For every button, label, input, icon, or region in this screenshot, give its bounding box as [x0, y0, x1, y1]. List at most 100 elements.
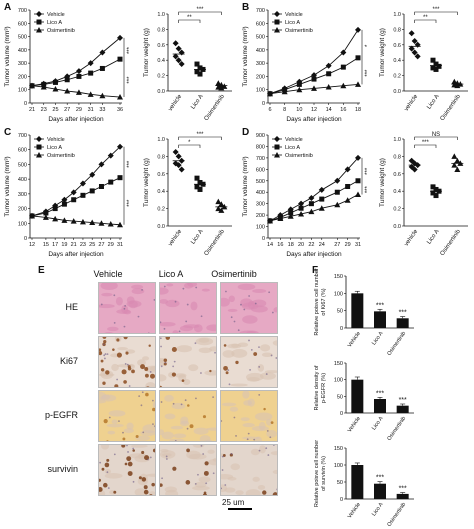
nucleus [107, 487, 110, 489]
nucleus [182, 287, 185, 290]
data-point [98, 184, 104, 189]
data-point [107, 221, 114, 227]
data-point [345, 184, 351, 189]
bar [396, 405, 409, 413]
data-point [52, 79, 58, 85]
nucleus [160, 321, 162, 324]
tissue-fiber [131, 445, 148, 448]
data-point [454, 82, 461, 89]
chart-a-tumor-weight: 0.0 0.2 0.4 0.6 0.8 1.0 Tumor weight (g) vehicl… [143, 7, 232, 122]
x-tick-label: 23 [41, 107, 47, 113]
nucleus [258, 393, 261, 396]
nucleus [122, 431, 124, 434]
data-point [298, 210, 305, 217]
data-point [178, 61, 185, 68]
tissue-fiber [169, 438, 185, 441]
sig-label: *** [376, 302, 384, 309]
stained-nucleus [103, 419, 108, 424]
data-point [411, 49, 418, 56]
nucleus [277, 391, 278, 393]
y-tick-label: 500 [256, 179, 265, 185]
stained-nucleus [152, 448, 155, 453]
tissue-fiber [242, 391, 250, 399]
y-tick-label: 1.0 [157, 137, 165, 143]
nucleus [116, 378, 119, 381]
stained-nucleus [223, 344, 227, 347]
nucleus [194, 483, 197, 485]
nucleus [141, 391, 144, 394]
tissue-fiber [221, 473, 234, 480]
data-point [80, 192, 86, 198]
data-point [433, 193, 439, 199]
x-axis-label: Days after injection [286, 251, 342, 258]
tissue-fiber [131, 284, 144, 290]
data-point [197, 186, 203, 192]
data-point [70, 218, 77, 224]
data-point [64, 88, 71, 94]
tissue-fiber [261, 352, 273, 357]
sig-label: *** [127, 160, 133, 168]
y-axis-label: Relative poisve cell number [314, 440, 320, 507]
nucleus [126, 363, 129, 366]
tissue-fiber [242, 423, 255, 428]
x-category-label: Vehicle [347, 331, 362, 349]
stained-nucleus [144, 373, 149, 378]
tissue-fiber [207, 458, 216, 466]
sig-label: * [365, 44, 371, 47]
data-point [40, 84, 47, 90]
series-line [269, 194, 359, 222]
x-tick-label: 20 [298, 242, 304, 248]
ihc-row-label-survivin: survivin [47, 464, 78, 474]
y-axis-label: Tumor weight (g) [379, 158, 386, 207]
stained-nucleus [171, 372, 177, 377]
nucleus [254, 302, 257, 305]
nucleus [197, 473, 199, 476]
nucleus [248, 295, 251, 297]
sig-label: *** [376, 475, 384, 482]
tissue-fiber [152, 401, 155, 409]
nucleus [248, 339, 250, 342]
bar [351, 293, 364, 328]
tissue-fiber [192, 485, 210, 491]
tissue-fiber [126, 422, 134, 430]
stained-nucleus [116, 352, 122, 358]
data-point [42, 214, 49, 220]
x-tick-label: 27 [98, 242, 104, 248]
sig-label: *** [365, 69, 371, 77]
nucleus [246, 438, 249, 441]
tissue-fiber [273, 307, 277, 313]
sig-bracket [178, 144, 201, 148]
stained-nucleus [171, 346, 177, 353]
y-tick-label: 0.4 [157, 58, 165, 64]
tissue-fiber [145, 381, 155, 387]
data-point [436, 63, 442, 69]
nucleus [164, 361, 167, 364]
x-category-label: Vehicle [347, 416, 362, 434]
panel-label-f: F [312, 265, 319, 276]
x-tick-label: 12 [29, 242, 35, 248]
tissue-fiber [160, 450, 176, 459]
nucleus [224, 484, 227, 486]
data-point [334, 201, 341, 208]
data-point [344, 197, 351, 203]
nucleus [186, 303, 189, 306]
nucleus [99, 461, 102, 464]
nucleus [163, 285, 166, 288]
series-line [31, 37, 121, 87]
y-axis-label: Tumor weight (g) [379, 28, 386, 77]
x-tick-label: 22 [308, 242, 314, 248]
x-tick-label: 24 [319, 242, 325, 248]
nucleus [202, 453, 205, 455]
y-tick-label: 0.0 [393, 89, 401, 95]
x-category-label: Lico A [371, 330, 385, 346]
data-point [287, 213, 294, 219]
data-point [344, 166, 351, 173]
y-tick-label: 200 [256, 74, 265, 80]
nucleus [126, 445, 128, 447]
tissue-fiber [170, 425, 184, 430]
y-tick-label: 700 [18, 8, 27, 14]
stained-nucleus [125, 351, 129, 355]
data-point [197, 71, 203, 77]
x-tick-label: 18 [355, 107, 361, 113]
data-point [308, 194, 315, 201]
